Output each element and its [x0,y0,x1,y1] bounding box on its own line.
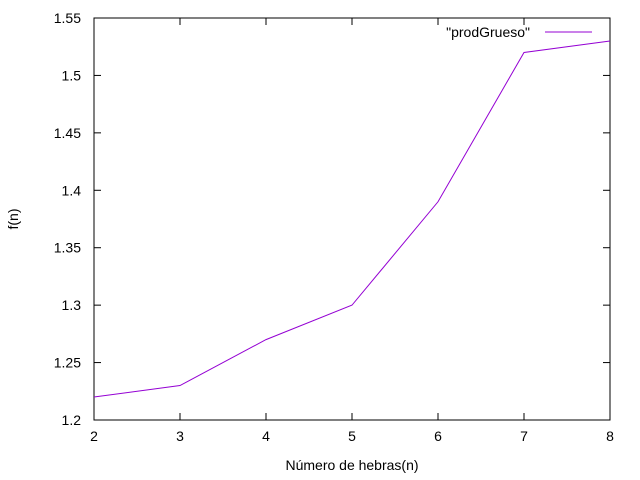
y-axis-ticks: 1.2 1.25 1.3 1.35 1.4 1.45 1.5 1.55 [54,10,610,428]
y-axis-label: f(n) [5,209,21,230]
y-tick-label: 1.45 [54,125,81,141]
series-line [93,40,611,398]
y-tick-label: 1.35 [54,240,81,256]
y-tick-label: 1.5 [62,67,82,83]
plot-frame [93,17,611,421]
x-tick-label: 8 [606,428,614,444]
y-tick-label: 1.25 [54,355,81,371]
x-tick-label: 2 [90,428,98,444]
y-tick-label: 1.3 [62,297,82,313]
legend-label: "prodGrueso" [446,24,530,40]
x-axis-ticks: 2 3 4 5 6 7 8 [90,18,614,444]
x-axis-label: Número de hebras(n) [285,457,418,473]
x-tick-label: 6 [434,428,442,444]
y-tick-label: 1.4 [62,182,82,198]
x-tick-label: 4 [262,428,270,444]
y-tick-label: 1.2 [62,412,82,428]
x-tick-label: 3 [176,428,184,444]
series-layer [93,40,611,398]
x-tick-label: 5 [348,428,356,444]
x-tick-label: 7 [520,428,528,444]
y-tick-label: 1.55 [54,10,81,26]
legend: "prodGrueso" [446,24,592,40]
